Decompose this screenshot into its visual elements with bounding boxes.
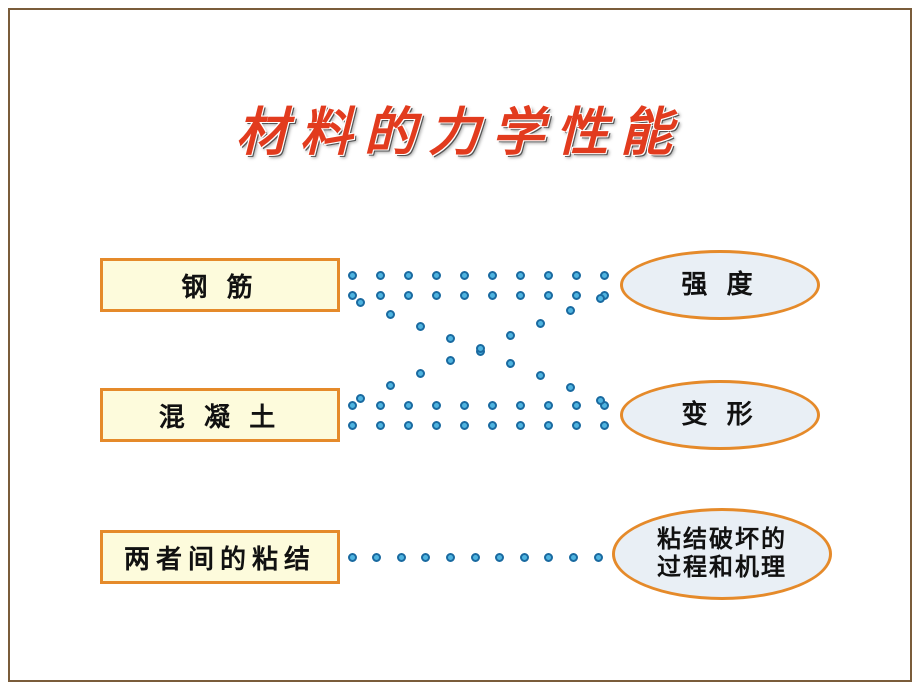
- box-steel: 钢 筋: [100, 258, 340, 312]
- connector-dot: [460, 271, 469, 280]
- box-concrete-label: 混 凝 土: [159, 397, 281, 434]
- connector-dot: [566, 383, 575, 392]
- connector-dot: [516, 401, 525, 410]
- connector-dot: [506, 359, 515, 368]
- connector-dot: [376, 291, 385, 300]
- connector-dot: [348, 553, 357, 562]
- connector-dot: [566, 306, 575, 315]
- ellipse-deform-label: 变 形: [681, 400, 758, 430]
- connector-dot: [460, 421, 469, 430]
- connector-dot: [536, 371, 545, 380]
- connector-dot: [544, 401, 553, 410]
- connector-dot: [372, 553, 381, 562]
- connector-dot: [600, 421, 609, 430]
- connector-dot: [356, 394, 365, 403]
- connector-dot: [446, 356, 455, 365]
- connector-dot: [416, 369, 425, 378]
- connector-dot: [446, 553, 455, 562]
- box-steel-label: 钢 筋: [181, 267, 258, 304]
- connector-dot: [348, 271, 357, 280]
- connector-dot: [544, 421, 553, 430]
- connector-dot: [572, 401, 581, 410]
- connector-dot: [516, 271, 525, 280]
- ellipse-strength-label: 强 度: [681, 270, 758, 300]
- connector-dot: [404, 401, 413, 410]
- connector-dot: [386, 310, 395, 319]
- connector-dot: [506, 331, 515, 340]
- connector-dot: [348, 401, 357, 410]
- connector-dot: [488, 291, 497, 300]
- connector-dot: [460, 401, 469, 410]
- connector-dot: [376, 421, 385, 430]
- connector-dot: [356, 298, 365, 307]
- connector-dot: [404, 291, 413, 300]
- connector-dot: [386, 381, 395, 390]
- connector-dot: [421, 553, 430, 562]
- connector-dot: [432, 421, 441, 430]
- connector-dot: [572, 291, 581, 300]
- connector-dot: [495, 553, 504, 562]
- connector-dot: [544, 291, 553, 300]
- connector-dot: [544, 553, 553, 562]
- connector-dot: [600, 271, 609, 280]
- connector-dot: [596, 396, 605, 405]
- connector-dot: [516, 291, 525, 300]
- connector-dot: [446, 334, 455, 343]
- connector-dot: [488, 271, 497, 280]
- connector-dot: [572, 271, 581, 280]
- connector-dot: [376, 271, 385, 280]
- ellipse-mechanism-label: 粘结破坏的过程和机理: [657, 526, 787, 581]
- slide-title: 材料的力学性能: [236, 90, 684, 165]
- connector-dot: [404, 421, 413, 430]
- connector-dot: [376, 401, 385, 410]
- connector-dot: [536, 319, 545, 328]
- connector-dot: [432, 271, 441, 280]
- connector-dot: [404, 271, 413, 280]
- box-bond-label: 两者间的粘结: [124, 539, 316, 576]
- connector-dot: [348, 291, 357, 300]
- ellipse-mechanism: 粘结破坏的过程和机理: [612, 508, 832, 600]
- connector-dot: [476, 344, 485, 353]
- connector-dot: [471, 553, 480, 562]
- connector-dot: [488, 421, 497, 430]
- connector-dot: [516, 421, 525, 430]
- connector-dot: [594, 553, 603, 562]
- connector-dot: [572, 421, 581, 430]
- connector-dot: [432, 291, 441, 300]
- connector-dot: [488, 401, 497, 410]
- connector-dot: [544, 271, 553, 280]
- connector-dot: [416, 322, 425, 331]
- box-bond: 两者间的粘结: [100, 530, 340, 584]
- box-concrete: 混 凝 土: [100, 388, 340, 442]
- ellipse-strength: 强 度: [620, 250, 820, 320]
- connector-dot: [596, 294, 605, 303]
- connector-dot: [348, 421, 357, 430]
- connector-dot: [460, 291, 469, 300]
- connector-dot: [397, 553, 406, 562]
- connector-dot: [569, 553, 578, 562]
- connector-dot: [432, 401, 441, 410]
- ellipse-deform: 变 形: [620, 380, 820, 450]
- connector-dot: [520, 553, 529, 562]
